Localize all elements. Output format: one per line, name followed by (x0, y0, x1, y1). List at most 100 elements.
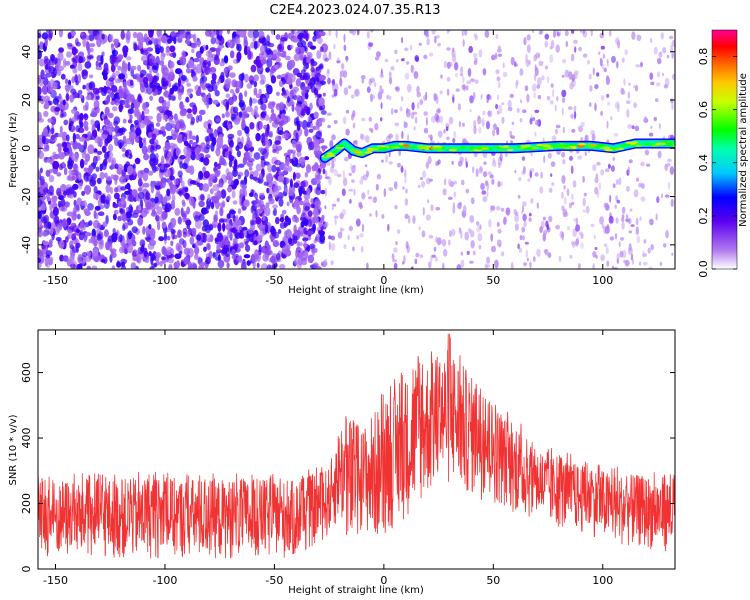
spectrogram-noise-cell (498, 53, 502, 57)
spectrogram-noise-cell (292, 37, 299, 43)
spectrogram-noise-cell (127, 61, 131, 72)
spectrogram-ridge-cell (355, 153, 366, 156)
spectrogram-noise-cell (462, 75, 465, 84)
spectrogram-noise-cell (546, 76, 550, 84)
spectrogram-ridge-cell (542, 147, 549, 151)
spectrogram-noise-cell (621, 221, 625, 230)
spectrogram-noise-cell (616, 258, 619, 264)
spectrogram-noise-cell (396, 162, 401, 168)
spectrogram-noise-cell (231, 79, 238, 88)
spectrogram-noise-cell (221, 99, 227, 106)
spectrogram-noise-cell (663, 84, 669, 89)
spectrogram-noise-cell (404, 47, 409, 52)
spectrogram-noise-cell (89, 82, 93, 89)
spectrogram-noise-cell (166, 110, 173, 117)
spectrogram-noise-cell (421, 180, 426, 188)
spectrogram-noise-cell (246, 160, 254, 168)
spectrogram-noise-cell (405, 188, 408, 194)
spectrogram-noise-cell (380, 102, 383, 110)
spectrogram-noise-cell (375, 183, 379, 191)
spectrogram-noise-cell (244, 241, 249, 246)
spectrogram-noise-cell (571, 79, 576, 88)
spectrogram-noise-cell (186, 147, 192, 157)
spectrogram-noise-cell (642, 253, 647, 257)
spectrogram-noise-cell (235, 226, 242, 231)
spectrogram-noise-cell (65, 92, 70, 102)
spectrogram-noise-cell (209, 173, 216, 180)
spectrogram-noise-cell (184, 192, 190, 199)
spectrogram-noise-cell (369, 127, 371, 131)
spectrogram-noise-cell (69, 240, 74, 248)
spectrogram-noise-cell (137, 178, 143, 187)
spectrogram-noise-cell (122, 62, 129, 72)
spectrogram-noise-cell (219, 155, 225, 163)
spectrogram-noise-cell (370, 94, 376, 100)
spectrogram-noise-cell (369, 213, 372, 217)
spectrogram-ridge-cell (620, 144, 626, 147)
spectrogram-noise-cell (108, 34, 114, 43)
spectrogram-noise-cell (81, 201, 86, 206)
spectrogram-noise-cell (306, 121, 311, 128)
spectrogram-noise-cell (182, 201, 186, 207)
spectrogram-noise-cell (41, 216, 48, 224)
spectrogram-noise-cell (582, 53, 588, 58)
spectrogram-noise-cell (213, 161, 218, 168)
spectrogram-noise-cell (60, 205, 68, 212)
spectrogram-noise-cell (255, 93, 261, 99)
spectrogram-noise-cell (186, 82, 191, 87)
spectrogram-noise-cell (642, 261, 648, 266)
spectrogram-noise-cell (644, 149, 650, 156)
spectrogram-noise-cell (155, 122, 161, 127)
spectrogram-noise-cell (131, 240, 137, 247)
spectrogram-noise-cell (266, 84, 273, 95)
spectrogram-noise-cell (92, 248, 99, 257)
spectrogram-noise-cell (344, 157, 349, 162)
spectrogram-noise-cell (582, 209, 586, 213)
spectrogram-noise-cell (126, 237, 133, 246)
spectrogram-noise-cell (497, 228, 502, 234)
spectrogram-noise-cell (201, 207, 208, 215)
spectrogram-noise-cell (52, 151, 57, 157)
spectrogram-noise-cell (45, 132, 49, 137)
spectrogram-noise-cell (92, 129, 98, 138)
spectrogram-noise-cell (217, 44, 225, 49)
spectrogram-noise-cell (203, 97, 210, 106)
spectrogram-noise-cell (662, 47, 667, 54)
spectrogram-noise-cell (225, 101, 230, 111)
spectrogram-noise-cell (477, 116, 482, 125)
spectrogram-noise-cell (162, 196, 168, 205)
spectrogram-noise-cell (427, 199, 430, 204)
spectrogram-noise-cell (593, 234, 596, 240)
spectrogram-noise-cell (227, 185, 233, 193)
spectrogram-x-axis-label: Height of straight line (km) (288, 285, 424, 296)
spectrogram-noise-cell (221, 218, 228, 223)
spectrogram-noise-cell (103, 118, 111, 126)
spectrogram-noise-cell (307, 54, 311, 64)
spectrogram-noise-cell (636, 34, 642, 41)
spectrogram-noise-cell (466, 80, 472, 85)
spectrogram-noise-cell (212, 251, 216, 259)
spectrogram-noise-cell (394, 86, 399, 91)
spectrogram-noise-cell (519, 234, 523, 241)
spectrogram-noise-cell (414, 116, 418, 124)
spectrogram-noise-cell (119, 208, 126, 215)
spectrogram-noise-cell (498, 104, 503, 114)
spectrogram-noise-cell (92, 30, 98, 37)
colorbar-tick-label: 0.2 (697, 207, 710, 225)
spectrogram-noise-cell (649, 72, 654, 80)
spectrogram-xtick-label: 100 (592, 274, 613, 287)
spectrogram-noise-cell (461, 30, 464, 37)
spectrogram-noise-cell (148, 66, 153, 75)
spectrogram-noise-cell (343, 70, 348, 78)
spectrogram-noise-cell (276, 252, 281, 261)
spectrogram-noise-cell (380, 88, 384, 94)
spectrogram-ridge-cell (459, 146, 467, 149)
spectrogram-noise-cell (174, 207, 181, 216)
spectrogram-noise-cell (84, 121, 89, 127)
spectrogram-noise-cell (40, 209, 47, 215)
spectrogram-noise-cell (170, 61, 175, 69)
spectrogram-noise-cell (242, 156, 248, 166)
spectrogram-noise-cell (146, 47, 154, 52)
spectrogram-noise-cell (634, 84, 639, 92)
